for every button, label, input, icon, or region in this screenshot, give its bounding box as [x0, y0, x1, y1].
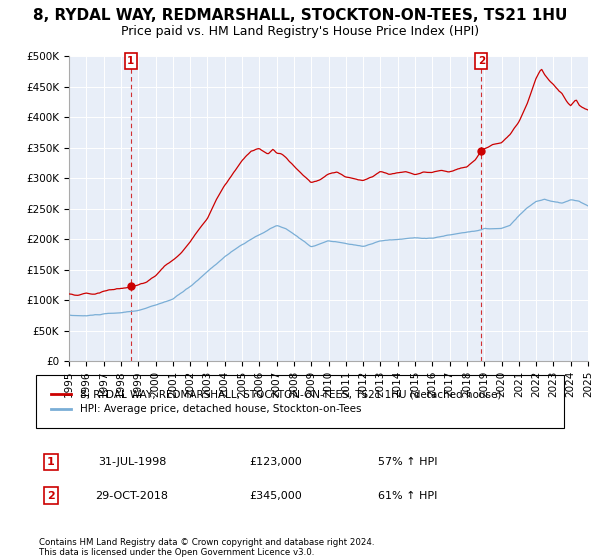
- Text: 29-OCT-2018: 29-OCT-2018: [95, 491, 169, 501]
- Text: 8, RYDAL WAY, REDMARSHALL, STOCKTON-ON-TEES, TS21 1HU: 8, RYDAL WAY, REDMARSHALL, STOCKTON-ON-T…: [33, 8, 567, 24]
- Text: Contains HM Land Registry data © Crown copyright and database right 2024.
This d: Contains HM Land Registry data © Crown c…: [39, 538, 374, 557]
- Text: 31-JUL-1998: 31-JUL-1998: [98, 457, 166, 467]
- Text: 1: 1: [127, 56, 134, 66]
- Text: Price paid vs. HM Land Registry's House Price Index (HPI): Price paid vs. HM Land Registry's House …: [121, 25, 479, 38]
- Text: 61% ↑ HPI: 61% ↑ HPI: [379, 491, 437, 501]
- Text: 2: 2: [47, 491, 55, 501]
- Text: 2: 2: [478, 56, 485, 66]
- Text: £123,000: £123,000: [250, 457, 302, 467]
- Text: 1: 1: [47, 457, 55, 467]
- Legend: 8, RYDAL WAY, REDMARSHALL, STOCKTON-ON-TEES, TS21 1HU (detached house), HPI: Ave: 8, RYDAL WAY, REDMARSHALL, STOCKTON-ON-T…: [46, 385, 505, 418]
- Text: 57% ↑ HPI: 57% ↑ HPI: [378, 457, 438, 467]
- Text: £345,000: £345,000: [250, 491, 302, 501]
